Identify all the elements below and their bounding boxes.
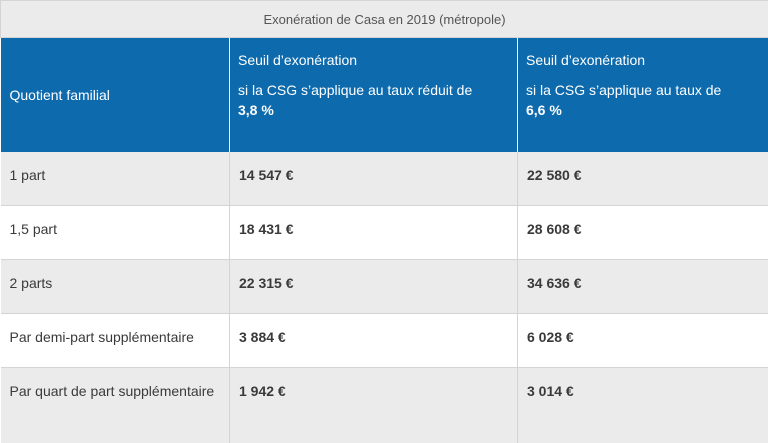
row-label: Par demi-part supplémentaire <box>0 313 230 368</box>
header-reduced-subtitle: si la CSG s’applique au taux réduit de <box>238 82 473 98</box>
header-reduced-rate: Seuil d’exonération si la CSG s’applique… <box>229 37 518 152</box>
header-reduced-rate-value: 3,8 % <box>238 102 274 118</box>
header-quotient-familial: Quotient familial <box>0 37 230 152</box>
header-full-rate-value: 6,6 % <box>526 102 562 118</box>
row-label: 1 part <box>0 151 230 206</box>
header-full-subtitle: si la CSG s’applique au taux de <box>526 82 722 98</box>
row-reduced-value: 18 431 € <box>229 205 518 260</box>
row-full-value: 34 636 € <box>517 259 768 314</box>
row-full-value: 6 028 € <box>517 313 768 368</box>
row-reduced-value: 22 315 € <box>229 259 518 314</box>
header-full-title: Seuil d’exonération <box>526 52 646 68</box>
header-reduced-title: Seuil d’exonération <box>238 52 358 68</box>
row-full-value: 28 608 € <box>517 205 768 260</box>
table-row: Par quart de part supplémentaire 1 942 €… <box>0 367 768 443</box>
row-label: 1,5 part <box>0 205 230 260</box>
row-full-value: 22 580 € <box>517 151 768 206</box>
table-row: 1 part 14 547 € 22 580 € <box>0 151 768 206</box>
row-label: Par quart de part supplémentaire <box>0 367 230 443</box>
row-label: 2 parts <box>0 259 230 314</box>
table-row: Par demi-part supplémentaire 3 884 € 6 0… <box>0 313 768 368</box>
table-row: 2 parts 22 315 € 34 636 € <box>0 259 768 314</box>
row-full-value: 3 014 € <box>517 367 768 443</box>
header-full-rate: Seuil d’exonération si la CSG s’applique… <box>517 37 768 152</box>
row-reduced-value: 3 884 € <box>229 313 518 368</box>
row-reduced-value: 14 547 € <box>229 151 518 206</box>
table-caption: Exonération de Casa en 2019 (métropole) <box>0 0 768 38</box>
row-reduced-value: 1 942 € <box>229 367 518 443</box>
table-row: 1,5 part 18 431 € 28 608 € <box>0 205 768 260</box>
